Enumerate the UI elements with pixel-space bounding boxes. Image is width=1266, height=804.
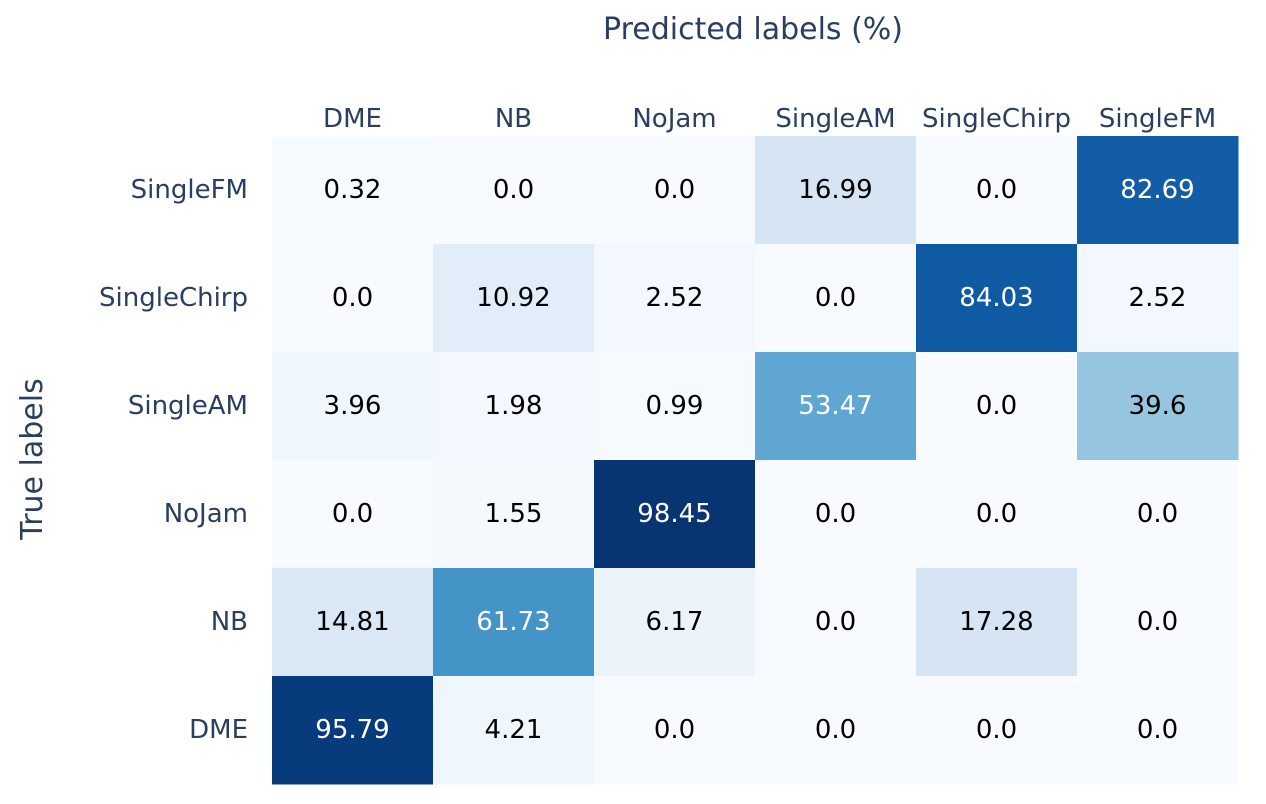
y-tick-label-dme: DME: [189, 715, 248, 745]
cell-value-label: 14.81: [315, 607, 389, 637]
heatmap-cell-nojam-singlechirp: [916, 460, 1078, 569]
heatmap-cell-singlechirp-singlefm: [1077, 244, 1239, 353]
heatmap-cells: [272, 136, 1239, 785]
heatmap-cell-nb-nojam: [594, 568, 756, 677]
heatmap-cell-singlefm-dme: [272, 136, 434, 245]
heatmap-cell-nb-dme: [272, 568, 434, 677]
cell-value-label: 6.17: [646, 607, 704, 637]
cell-value-label: 0.0: [332, 283, 373, 313]
cell-value-label: 1.55: [485, 499, 543, 529]
x-tick-label-nb: NB: [495, 104, 532, 134]
heatmap-cell-nb-singlechirp: [916, 568, 1078, 677]
cell-value-label: 0.0: [815, 715, 856, 745]
cell-value-label: 1.98: [485, 391, 543, 421]
y-tick-labels: SingleFM SingleChirp SingleAM NoJam NB DME: [99, 175, 248, 745]
heatmap-cell-nb-singleam: [755, 568, 917, 677]
heatmap-cell-nb-singlefm: [1077, 568, 1239, 677]
cell-value-label: 61.73: [476, 607, 550, 637]
cell-value-label: 2.52: [1129, 283, 1187, 313]
heatmap-cell-dme-singleam: [755, 676, 917, 785]
heatmap-cell-singlechirp-singleam: [755, 244, 917, 353]
heatmap-cell-singleam-singlefm: [1077, 352, 1239, 461]
heatmap-cell-singlefm-singleam: [755, 136, 917, 245]
heatmap-cell-singlefm-singlefm: [1077, 136, 1239, 245]
cell-value-label: 16.99: [798, 175, 872, 205]
cell-value-label: 0.0: [654, 715, 695, 745]
cell-value-label: 0.0: [493, 175, 534, 205]
heatmap-cell-nojam-singleam: [755, 460, 917, 569]
cell-value-label: 39.6: [1129, 391, 1187, 421]
heatmap-cell-singleam-dme: [272, 352, 434, 461]
cell-value-label: 0.0: [976, 715, 1017, 745]
cell-value-label: 98.45: [637, 499, 711, 529]
cell-value-label: 0.0: [815, 499, 856, 529]
heatmap-cell-singlechirp-singlechirp: [916, 244, 1078, 353]
heatmap-cell-labels: 0.32 0.0 0.0 16.99 0.0 82.69 0.0 10.92 2.52 0.0 84…: [315, 175, 1194, 745]
x-tick-label-singlefm: SingleFM: [1099, 104, 1216, 134]
heatmap-cell-nojam-nb: [433, 460, 595, 569]
heatmap-cell-nojam-nojam: [594, 460, 756, 569]
x-tick-label-singlechirp: SingleChirp: [922, 104, 1071, 134]
cell-value-label: 0.0: [815, 607, 856, 637]
cell-value-label: 0.0: [976, 499, 1017, 529]
heatmap-cell-singlefm-nojam: [594, 136, 756, 245]
cell-value-label: 95.79: [315, 715, 389, 745]
heatmap-cell-singlefm-singlechirp: [916, 136, 1078, 245]
cell-value-label: 0.0: [976, 391, 1017, 421]
y-tick-label-singlefm: SingleFM: [131, 175, 248, 205]
cell-value-label: 84.03: [959, 283, 1033, 313]
heatmap-cell-nojam-dme: [272, 460, 434, 569]
x-tick-label-singleam: SingleAM: [775, 104, 895, 134]
heatmap-cell-nb-nb: [433, 568, 595, 677]
cell-value-label: 82.69: [1120, 175, 1194, 205]
heatmap-cell-singlechirp-nojam: [594, 244, 756, 353]
cell-value-label: 0.0: [654, 175, 695, 205]
cell-value-label: 0.0: [1137, 607, 1178, 637]
heatmap-cell-nojam-singlefm: [1077, 460, 1239, 569]
cell-value-label: 0.0: [1137, 715, 1178, 745]
y-tick-label-nojam: NoJam: [164, 499, 248, 529]
y-tick-label-singleam: SingleAM: [128, 391, 248, 421]
cell-value-label: 3.96: [324, 391, 382, 421]
heatmap-cell-dme-singlechirp: [916, 676, 1078, 785]
cell-value-label: 0.0: [1137, 499, 1178, 529]
cell-value-label: 17.28: [959, 607, 1033, 637]
heatmap-cell-dme-nb: [433, 676, 595, 785]
y-axis-title: True labels: [15, 378, 50, 540]
cell-value-label: 0.0: [815, 283, 856, 313]
cell-value-label: 2.52: [646, 283, 704, 313]
cell-value-label: 0.99: [646, 391, 704, 421]
heatmap-cell-singlefm-nb: [433, 136, 595, 245]
x-tick-labels: DME NB NoJam SingleAM SingleChirp SingleFM: [323, 104, 1216, 134]
heatmap-cell-dme-singlefm: [1077, 676, 1239, 785]
cell-value-label: 4.21: [485, 715, 543, 745]
heatmap-cell-singleam-nojam: [594, 352, 756, 461]
x-tick-label-dme: DME: [323, 104, 382, 134]
cell-value-label: 0.0: [976, 175, 1017, 205]
heatmap-cell-singlechirp-nb: [433, 244, 595, 353]
heatmap-cell-singleam-nb: [433, 352, 595, 461]
x-axis-title: Predicted labels (%): [603, 12, 903, 47]
x-tick-label-nojam: NoJam: [632, 104, 716, 134]
heatmap-cell-dme-dme: [272, 676, 434, 785]
cell-value-label: 0.0: [332, 499, 373, 529]
heatmap-cell-singlechirp-dme: [272, 244, 434, 353]
heatmap-cell-singleam-singlechirp: [916, 352, 1078, 461]
y-tick-label-singlechirp: SingleChirp: [99, 283, 248, 313]
cell-value-label: 10.92: [476, 283, 550, 313]
heatmap-cell-dme-nojam: [594, 676, 756, 785]
cell-value-label: 0.32: [324, 175, 382, 205]
cell-value-label: 53.47: [798, 391, 872, 421]
heatmap-cell-singleam-singleam: [755, 352, 917, 461]
y-tick-label-nb: NB: [211, 607, 248, 637]
